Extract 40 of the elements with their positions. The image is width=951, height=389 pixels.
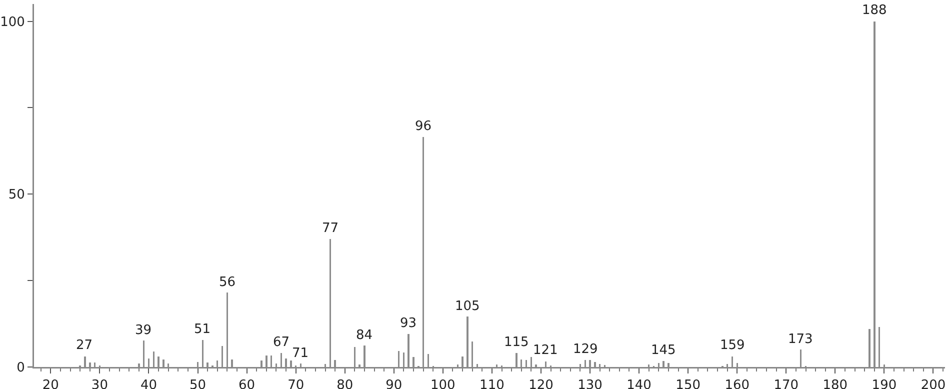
x-tick-label: 160 (724, 378, 750, 389)
annotation: 77 (322, 221, 339, 236)
x-tick-label: 150 (676, 378, 700, 389)
annotation: 188 (862, 3, 887, 18)
y-tick-label: 100 (0, 14, 25, 30)
annotation: 145 (651, 343, 676, 358)
annotation: 129 (573, 342, 598, 357)
x-tick-label: 20 (42, 378, 59, 389)
annotation: 96 (415, 119, 432, 134)
x-tick-label: 120 (528, 378, 554, 389)
annotation: 51 (194, 322, 211, 337)
x-tick-label: 50 (189, 378, 206, 389)
x-tick-label: 110 (480, 378, 504, 389)
x-tick-label: 60 (238, 378, 256, 389)
annotation: 27 (76, 338, 93, 353)
x-tick-label: 90 (386, 378, 402, 389)
annotation: 115 (504, 335, 529, 350)
annotation: 71 (292, 346, 309, 361)
annotation: 39 (135, 323, 152, 338)
annotation: 93 (400, 316, 417, 331)
x-tick-label: 180 (822, 378, 848, 389)
annotation: 105 (455, 299, 480, 314)
x-tick-label: 190 (872, 378, 897, 389)
x-tick-label: 70 (288, 378, 304, 389)
y-tick-label: 0 (16, 360, 25, 376)
x-tick-label: 140 (626, 378, 652, 389)
x-tick-label: 40 (140, 378, 158, 389)
x-tick-label: 30 (91, 378, 108, 389)
x-tick-label: 100 (430, 378, 456, 389)
annotation: 56 (219, 275, 236, 290)
x-tick-label: 200 (920, 378, 946, 389)
x-tick-label: 80 (336, 378, 354, 389)
annotation: 159 (720, 338, 745, 353)
annotation: 173 (788, 332, 813, 347)
annotation: 67 (273, 335, 290, 350)
y-tick-label: 50 (8, 188, 25, 203)
x-tick-label: 170 (774, 378, 799, 389)
annotation: 84 (356, 328, 373, 343)
annotation: 121 (533, 343, 558, 358)
x-tick-label: 130 (578, 378, 602, 389)
